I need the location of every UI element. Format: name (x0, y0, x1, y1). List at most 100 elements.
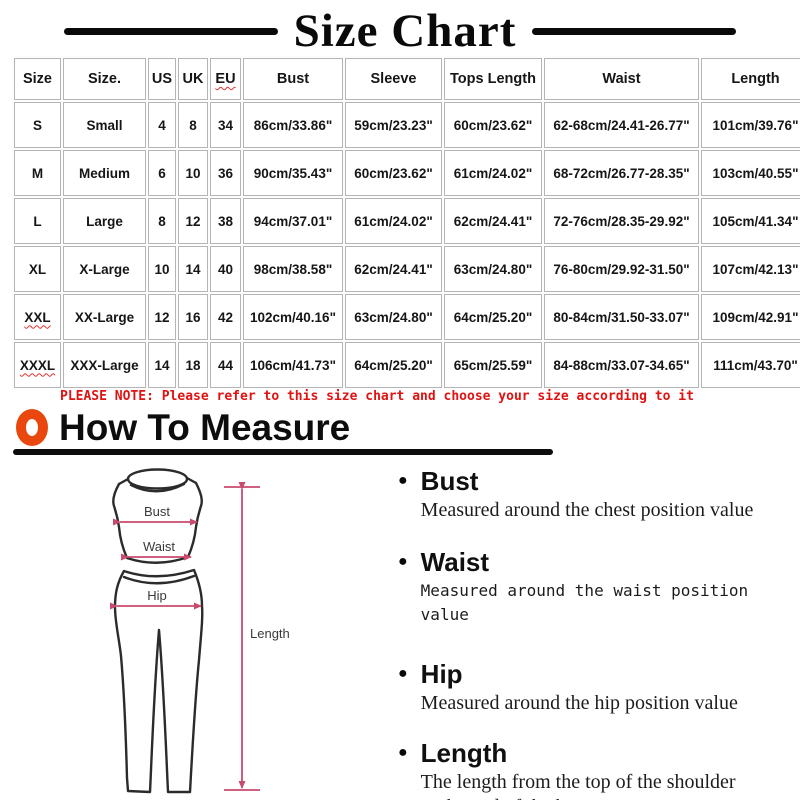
cell: 4 (148, 102, 176, 148)
measure-item-label: Length (420, 738, 508, 768)
cell: 60cm/23.62" (345, 150, 442, 196)
cell: 12 (178, 198, 208, 244)
garment-outline (112, 468, 204, 794)
cell: 42 (210, 294, 241, 340)
col-header-tops-length: Tops Length (444, 58, 542, 100)
col-header-us: US (148, 58, 176, 100)
col-header-bust: Bust (243, 58, 343, 100)
cell: 68-72cm/26.77-28.35" (544, 150, 699, 196)
cell: 111cm/43.70" (701, 342, 800, 388)
cell: XX-Large (63, 294, 146, 340)
bullet-icon: ● (398, 665, 408, 682)
donut-icon (16, 409, 48, 446)
cell: 76-80cm/29.92-31.50" (544, 246, 699, 292)
cell: 90cm/35.43" (243, 150, 343, 196)
figure-labels: Bust Waist Hip Length (143, 504, 290, 641)
cell: 59cm/23.23" (345, 102, 442, 148)
table-row-xxxl: XXXL XXX-Large 14 18 44 106cm/41.73" 64c… (14, 342, 800, 388)
cell: 61cm/24.02" (345, 198, 442, 244)
title-dash-right (532, 27, 737, 35)
cell: 16 (178, 294, 208, 340)
cell: 84-88cm/33.07-34.65" (544, 342, 699, 388)
cell: 72-76cm/28.35-29.92" (544, 198, 699, 244)
cell: 62-68cm/24.41-26.77" (544, 102, 699, 148)
cell: 101cm/39.76" (701, 102, 800, 148)
table-row-xl: XL X-Large 10 14 40 98cm/38.58" 62cm/24.… (14, 246, 800, 292)
cell: Small (63, 102, 146, 148)
cell: 98cm/38.58" (243, 246, 343, 292)
heading-underline-bar (13, 449, 553, 455)
measure-list: ● Bust Measured around the chest positio… (398, 466, 794, 800)
list-item-length: ● Length The length from the top of the … (398, 738, 794, 800)
figure-bust-label: Bust (144, 504, 170, 519)
cell: M (14, 150, 61, 196)
col-header-length: Length (701, 58, 800, 100)
how-to-measure-header: How To Measure (16, 409, 350, 446)
cell: X-Large (63, 246, 146, 292)
measure-item-label: Hip (420, 659, 463, 689)
col-header-size: Size (14, 58, 61, 100)
cell: 109cm/42.91" (701, 294, 800, 340)
bullet-icon: ● (398, 472, 408, 489)
measure-item-label: Bust (420, 466, 479, 496)
cell: 63cm/24.80" (345, 294, 442, 340)
figure-waist-label: Waist (143, 539, 175, 554)
table-header-row: Size Size. US UK EU Bust Sleeve Tops Len… (14, 58, 800, 100)
cell: 10 (148, 246, 176, 292)
cell: 61cm/24.02" (444, 150, 542, 196)
cell: 94cm/37.01" (243, 198, 343, 244)
cell: 6 (148, 150, 176, 196)
cell: 63cm/24.80" (444, 246, 542, 292)
cell: 105cm/41.34" (701, 198, 800, 244)
cell: 14 (178, 246, 208, 292)
cell: 18 (178, 342, 208, 388)
col-header-waist: Waist (544, 58, 699, 100)
table-row-l: L Large 8 12 38 94cm/37.01" 61cm/24.02" … (14, 198, 800, 244)
cell: L (14, 198, 61, 244)
cell: 8 (148, 198, 176, 244)
list-item-bust: ● Bust Measured around the chest positio… (398, 466, 794, 523)
table-row-xxl: XXL XX-Large 12 16 42 102cm/40.16" 63cm/… (14, 294, 800, 340)
figure-length-label: Length (250, 626, 290, 641)
measure-item-label: Waist (420, 547, 490, 577)
cell: 65cm/25.59" (444, 342, 542, 388)
cell: XXL (14, 294, 61, 340)
measurement-figure: Bust Waist Hip Length (60, 460, 390, 800)
col-header-uk: UK (178, 58, 208, 100)
title-row: Size Chart (0, 2, 800, 60)
cell: XL (14, 246, 61, 292)
cell: 12 (148, 294, 176, 340)
measure-item-description: Measured around the hip position value (420, 692, 738, 714)
cell: 36 (210, 150, 241, 196)
list-item-hip: ● Hip Measured around the hip position v… (398, 659, 794, 716)
page-title: Size Chart (293, 4, 517, 57)
cell: 107cm/42.13" (701, 246, 800, 292)
size-table: Size Size. US UK EU Bust Sleeve Tops Len… (12, 56, 800, 390)
measure-item-description: Measured around the waist position value (420, 581, 749, 624)
table-row-m: M Medium 6 10 36 90cm/35.43" 60cm/23.62"… (14, 150, 800, 196)
cell: 34 (210, 102, 241, 148)
cell: 38 (210, 198, 241, 244)
how-to-measure-title: How To Measure (59, 407, 351, 448)
cell: XXXL (14, 342, 61, 388)
col-header-eu: EU (210, 58, 241, 100)
list-item-waist: ● Waist Measured around the waist positi… (398, 547, 794, 627)
cell: 60cm/23.62" (444, 102, 542, 148)
bullet-icon: ● (398, 553, 408, 570)
cell: 44 (210, 342, 241, 388)
cell: Large (63, 198, 146, 244)
cell: 102cm/40.16" (243, 294, 343, 340)
cell: 64cm/25.20" (345, 342, 442, 388)
col-header-size-name: Size. (63, 58, 146, 100)
cell: 64cm/25.20" (444, 294, 542, 340)
figure-hip-label: Hip (147, 588, 167, 603)
cell: 86cm/33.86" (243, 102, 343, 148)
cell: 40 (210, 246, 241, 292)
cell: 62cm/24.41" (345, 246, 442, 292)
cell: 10 (178, 150, 208, 196)
table-row-s: S Small 4 8 34 86cm/33.86" 59cm/23.23" 6… (14, 102, 800, 148)
cell: 8 (178, 102, 208, 148)
please-note-text: PLEASE NOTE: Please refer to this size c… (60, 389, 694, 404)
title-dash-left (63, 27, 278, 35)
